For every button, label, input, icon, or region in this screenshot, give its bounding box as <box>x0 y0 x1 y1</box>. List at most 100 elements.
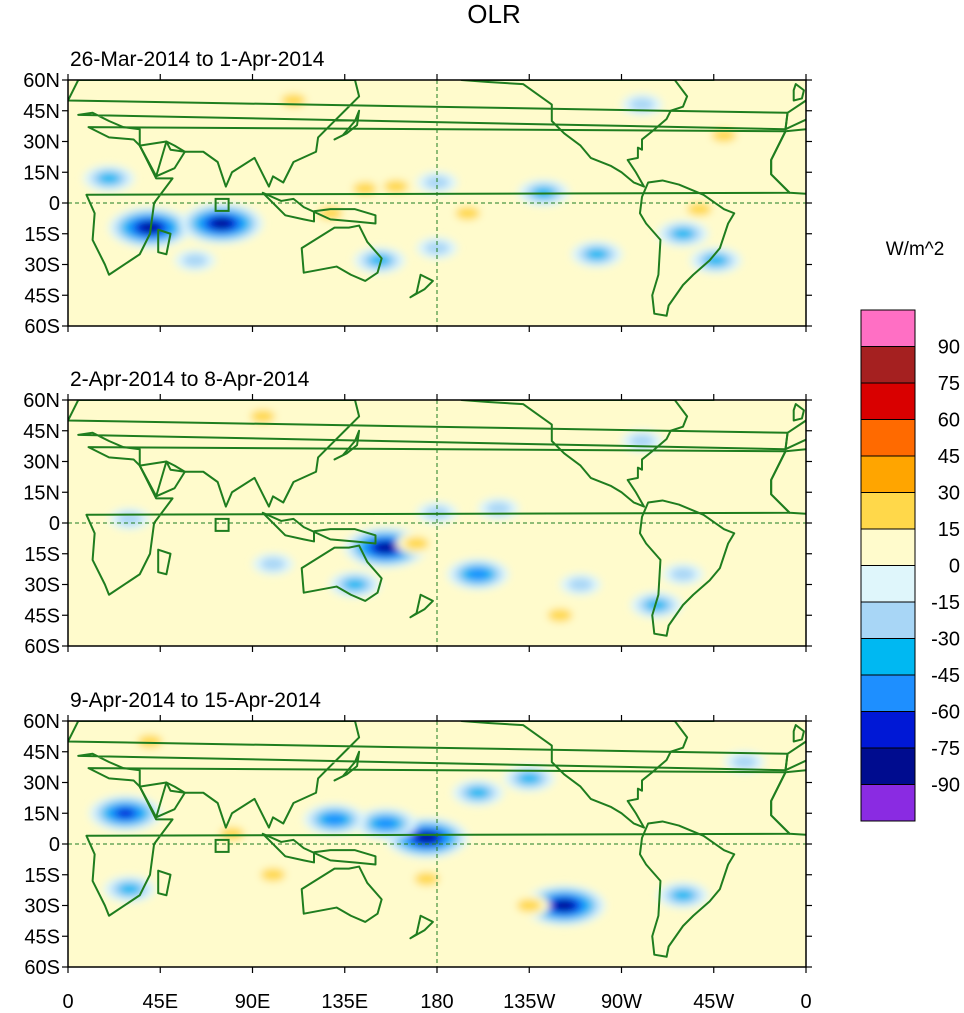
colorbar-swatch <box>860 674 916 712</box>
y-tick-label: 0 <box>49 834 60 856</box>
colorbar-tick-label: 60 <box>938 410 960 432</box>
coastline-arabia <box>138 460 186 498</box>
y-tick-label: 15S <box>24 224 60 246</box>
colorbar-swatch <box>860 346 916 384</box>
coastline-africa <box>85 126 791 276</box>
y-tick-label: 45N <box>23 742 60 764</box>
anomaly-mark <box>670 567 696 581</box>
colorbar-swatch <box>860 711 916 749</box>
colorbar-swatch <box>860 382 916 420</box>
coastlines <box>68 721 908 958</box>
anomaly-mark <box>671 228 695 240</box>
colorbar-swatch <box>860 784 916 822</box>
x-tick-label: 135E <box>321 991 368 1013</box>
colorbar-swatch <box>860 455 916 493</box>
y-tick-label: 30S <box>24 896 60 918</box>
y-tick-label: 45S <box>24 605 60 627</box>
y-tick-label: 60S <box>24 636 60 658</box>
y-tick-label: 45S <box>24 926 60 948</box>
coastline-arabia <box>878 142 923 177</box>
y-tick-label: 30N <box>23 452 60 474</box>
coastlines <box>68 400 806 637</box>
anomaly-mark <box>324 814 345 825</box>
y-tick-label: 15N <box>23 482 60 504</box>
y-tick-label: 30S <box>24 575 60 597</box>
colorbar-tick-label: -75 <box>931 738 960 760</box>
coastline-africa <box>85 767 791 917</box>
panel-title: 2-Apr-2014 to 8-Apr-2014 <box>70 368 310 391</box>
coastline-madagascar <box>157 548 172 576</box>
anomaly-mark <box>97 172 121 185</box>
coastline-madagascar <box>157 869 172 897</box>
anomaly-field <box>89 730 765 926</box>
coastline-arabia <box>138 781 186 819</box>
anomaly-mark <box>424 176 450 189</box>
x-tick-label: 90W <box>601 991 642 1013</box>
region-box <box>214 197 230 212</box>
y-tick-label: 15S <box>24 544 60 566</box>
coastline-madagascar <box>896 871 908 896</box>
anomaly-mark <box>219 827 245 841</box>
coastline-samerica <box>638 499 736 637</box>
colorbar-tick-label: 15 <box>938 519 960 541</box>
region-box <box>214 838 230 853</box>
coastline-namerica <box>460 80 689 188</box>
panel-title: 26-Mar-2014 to 1-Apr-2014 <box>70 48 325 71</box>
x-tick-label: 135W <box>503 991 555 1013</box>
region-box <box>214 517 230 532</box>
coastline-indonesia <box>261 832 377 866</box>
anomaly-mark <box>467 569 489 580</box>
coastline-indonesia <box>261 191 377 225</box>
anomaly-mark <box>250 409 276 423</box>
colorbar-swatch <box>860 419 916 457</box>
coastline-greenland <box>682 721 715 722</box>
anomaly-mark <box>547 608 573 622</box>
anomaly-mark <box>383 180 409 194</box>
y-tick-label: 15S <box>24 865 60 887</box>
colorbar-swatch <box>860 528 916 566</box>
y-tick-label: 15N <box>23 162 60 184</box>
y-tick-label: 45S <box>24 285 60 307</box>
anomaly-mark <box>260 557 286 571</box>
coastline-eurasia <box>68 721 789 829</box>
coastline-indonesia <box>261 511 377 545</box>
anomaly-mark <box>212 218 232 229</box>
colorbar-swatch <box>860 638 916 676</box>
y-tick-label: 45N <box>23 101 60 123</box>
coastline-japan <box>333 750 361 782</box>
y-tick-label: 0 <box>49 193 60 215</box>
y-tick-label: 60N <box>23 711 60 733</box>
y-tick-label: 60N <box>23 390 60 412</box>
x-tick-label: 180 <box>420 991 453 1013</box>
colorbar-tick-label: -15 <box>931 592 960 614</box>
panel-title: 9-Apr-2014 to 15-Apr-2014 <box>70 689 321 712</box>
anomaly-mark <box>368 254 391 267</box>
coastline-australia <box>300 224 383 282</box>
coastline-arabia <box>138 140 186 178</box>
coastline-greenland <box>682 400 715 401</box>
colorbar-tick-label: -45 <box>931 665 960 687</box>
anomaly-mark <box>732 755 757 769</box>
anomaly-mark <box>687 202 712 216</box>
colorbar-tick-label: -90 <box>931 775 960 797</box>
x-tick-label: 0 <box>800 991 811 1013</box>
map-panel: 60N 45N 30N 15N 0 15S 30S 45S 60S 26-Mar-2014 to … <box>23 48 923 338</box>
colorbar-tick-label: 30 <box>938 483 960 505</box>
anomaly-mark <box>585 248 608 260</box>
coastline-eurasia <box>68 80 789 188</box>
anomaly-mark <box>671 889 695 901</box>
colorbar-swatch <box>860 747 916 785</box>
anomaly-mark <box>352 182 378 196</box>
anomaly-mark <box>260 868 286 882</box>
coastline-madagascar <box>157 228 172 256</box>
anomaly-mark <box>455 206 481 220</box>
coastlines <box>68 80 923 317</box>
anomaly-mark <box>137 735 163 748</box>
colorbar-swatch <box>860 309 916 347</box>
x-tick-label: 45W <box>693 991 734 1013</box>
coastline-nz <box>409 593 434 619</box>
coastline-samerica <box>638 179 736 317</box>
coastline-uk <box>792 403 805 422</box>
map-panel: 60N 45N 30N 15N 0 15S 30S 45S 60S 2-Apr-2014 to 8… <box>23 368 812 658</box>
